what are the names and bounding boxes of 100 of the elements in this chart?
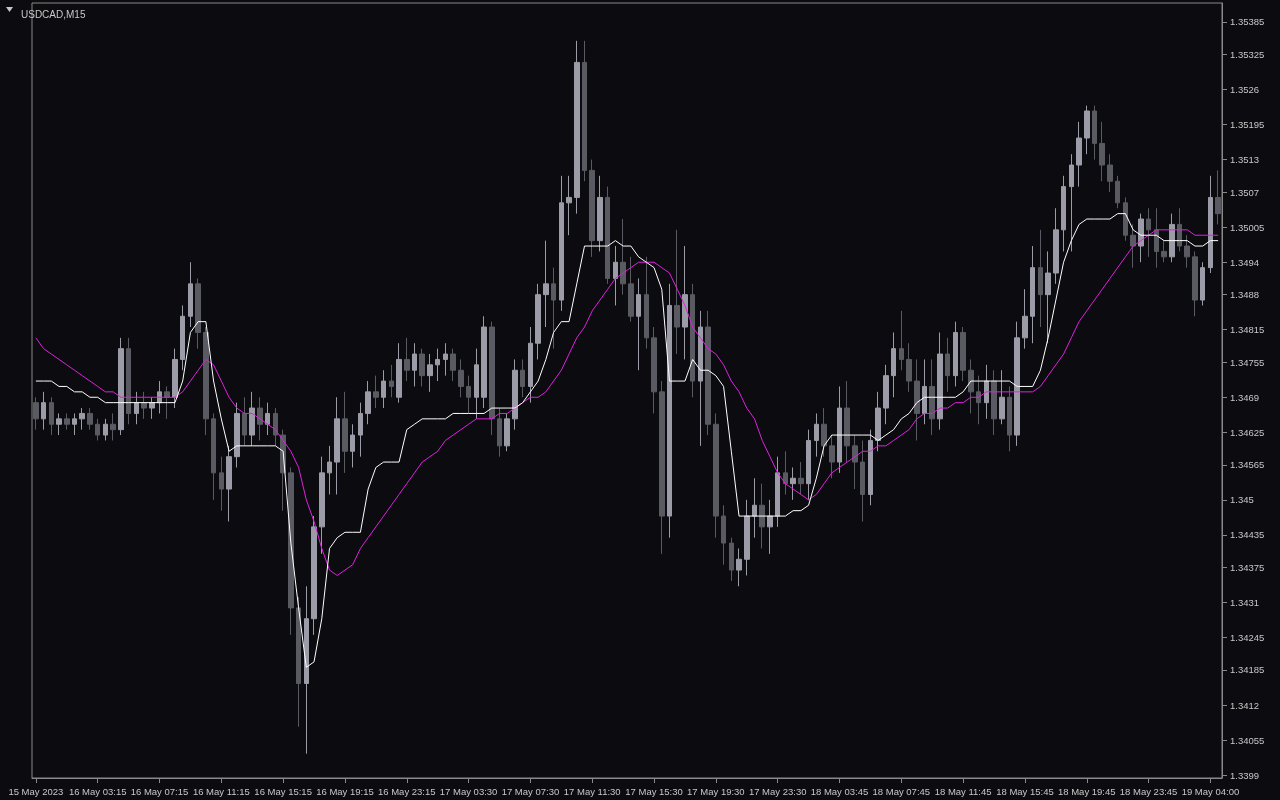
candlestick [327,445,332,495]
candlestick [1154,207,1159,269]
candlestick [659,380,665,555]
candlestick [543,240,549,328]
x-tick-label: 16 May 15:15 [254,785,312,797]
candlestick [365,380,371,425]
candlestick [551,267,556,350]
candlestick [775,456,780,528]
candlestick [188,261,193,328]
candlestick [1069,153,1074,252]
candlestick [814,412,819,458]
candlestick [350,423,355,468]
candlestick [906,342,912,393]
x-tick-label: 17 May 07:30 [501,785,560,797]
candlestick [1161,240,1167,263]
candlestick [883,364,889,425]
candlestick [713,412,719,539]
x-tick-label: 18 May 07:45 [872,785,931,797]
candlestick [1200,261,1205,306]
candlestick [736,547,742,587]
candlestick [56,412,62,436]
y-tick-label: 1.34185 [1230,664,1265,676]
candlestick [1092,105,1097,161]
candlestick [497,407,502,458]
candlestick [1177,207,1182,252]
candlestick [984,364,989,420]
candlestick [698,310,703,447]
candlestick [674,229,680,355]
x-tick-label: 15 May 2023 [8,785,64,797]
x-tick-label: 16 May 07:15 [130,785,189,797]
candlestick [1215,169,1221,225]
candlestick [566,175,572,236]
candlestick [976,375,981,425]
candlestick [257,396,263,441]
candlestick [319,456,325,555]
candlestick [1076,121,1082,188]
candlestick [721,504,726,566]
candlestick [837,385,842,474]
candlestick [651,326,657,414]
candlestick [1192,250,1198,317]
y-tick-label: 1.34815 [1230,324,1265,336]
candlestick [798,461,804,495]
candlestick [49,396,54,436]
candlestick [914,358,920,441]
candlestick [1084,105,1090,155]
candlestick [953,321,958,387]
candlestick [458,358,464,398]
y-tick-label: 1.34055 [1230,734,1265,746]
candlestick [1053,207,1059,285]
candlestick [528,326,533,404]
y-tick-label: 1.345 [1230,494,1254,506]
candlestick [450,348,456,382]
candlestick [249,391,255,447]
candlestick [868,429,873,506]
candlestick [636,277,641,371]
candlestick [1169,213,1175,263]
candlestick [667,283,672,539]
candlestick [443,342,448,377]
candlestick [790,466,796,501]
candlestick [752,477,757,539]
candlestick [1061,175,1066,252]
candlestick [512,358,518,431]
candlestick [342,391,348,474]
candlestick [922,358,927,425]
candlestick [929,358,935,436]
y-tick-label: 1.3507 [1230,186,1260,198]
candlestick [134,391,139,425]
candlestick [242,396,247,447]
candlestick [899,310,904,371]
candlestick [1130,223,1136,269]
candlestick [481,315,487,409]
candlestick [389,364,394,398]
candlestick [311,515,317,636]
x-tick-label: 18 May 03:45 [810,785,869,797]
y-tick-label: 1.3399 [1230,769,1260,781]
y-tick-label: 1.34245 [1230,632,1265,644]
candlestick [296,596,301,728]
candlestick [999,369,1005,425]
candlestick [852,434,858,490]
candlestick [1138,213,1144,263]
candlestick [288,466,294,636]
candlestick [767,499,773,555]
candlestick [891,331,896,398]
candlestick [860,439,865,522]
candlestick [118,337,124,436]
candlestick [968,358,974,414]
y-tick-label: 1.34755 [1230,356,1265,368]
x-tick-label: 17 May 03:30 [439,785,498,797]
candlestick [234,402,240,468]
y-tick-label: 1.3431 [1230,596,1260,608]
x-tick-label: 18 May 23:45 [1119,785,1178,797]
candlestick [1146,207,1151,258]
candlestick [126,337,131,425]
x-tick-label: 18 May 11:45 [934,785,992,797]
candlestick [574,40,580,215]
candlestick [358,402,363,458]
candlestick [597,175,603,252]
candlestick [149,396,155,420]
candlestick [945,337,950,393]
candlestick [195,277,201,350]
